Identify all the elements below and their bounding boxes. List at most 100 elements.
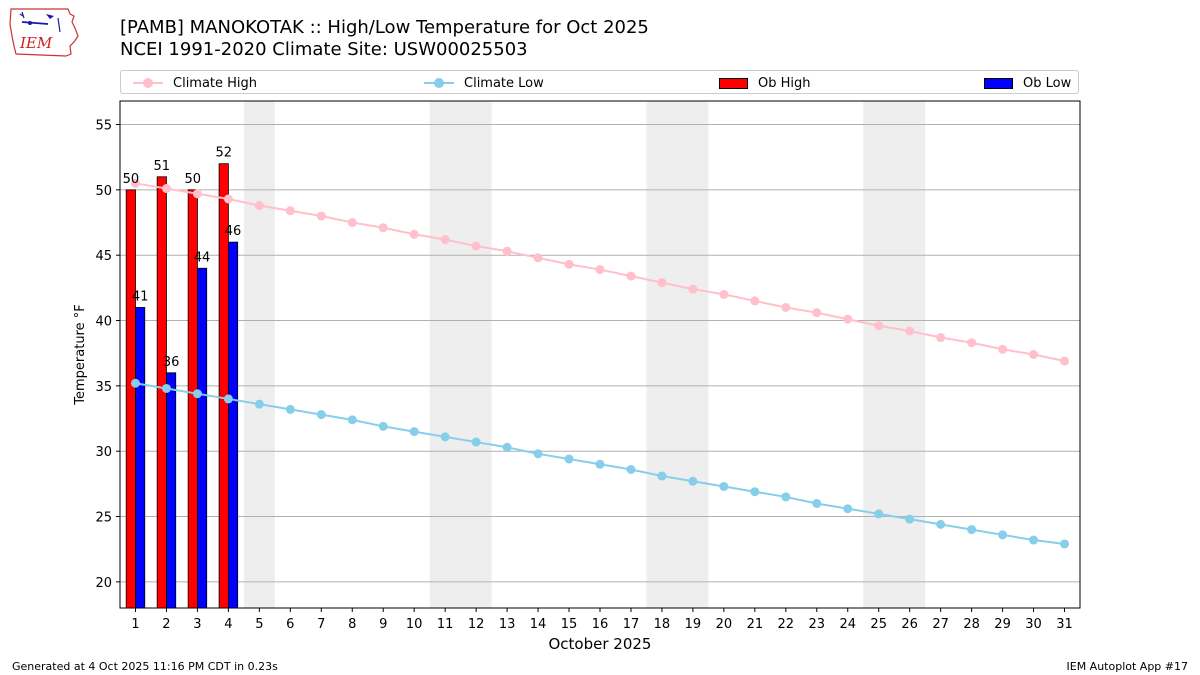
climate-low-point-7: [316, 410, 326, 420]
legend-item-ob-low: Ob Low: [984, 74, 1071, 92]
climate-low-point-23: [812, 498, 822, 508]
climate-high-point-15: [564, 259, 574, 269]
y-tick-label-20: 20: [95, 576, 112, 591]
y-tick-label-35: 35: [95, 380, 112, 395]
climate-high-point-5: [254, 201, 264, 211]
climate-high-point-22: [781, 302, 791, 312]
chart-subtitle: NCEI 1991-2020 Climate Site: USW00025503: [120, 39, 528, 60]
weekend-band-1: [243, 101, 275, 608]
x-tick-label-9: 9: [379, 617, 387, 632]
climate-low-point-14: [533, 449, 543, 459]
x-axis: 1 2 3 4 5 6 7 8 9 10 11 12 13 14 15 16 17 18 19 20 21 22 23 24 2…: [131, 608, 1073, 632]
ob-high-bar-label-1: 50: [123, 172, 140, 187]
climate-low-point-26: [905, 514, 915, 524]
x-tick-label-29: 29: [994, 617, 1011, 632]
legend: Climate High Climate Low Ob High Ob Low: [120, 70, 1079, 94]
x-tick-label-20: 20: [716, 617, 733, 632]
climate-high-point-29: [998, 344, 1008, 354]
climate-high-point-20: [719, 289, 729, 299]
x-tick-label-13: 13: [499, 617, 516, 632]
ob-low-bar-label-1: 41: [132, 289, 149, 304]
climate-low-point-12: [471, 437, 481, 447]
climate-low-point-13: [502, 442, 512, 452]
climate-low-point-2: [161, 383, 171, 393]
x-tick-label-12: 12: [468, 617, 485, 632]
climate-high-point-13: [502, 246, 512, 256]
x-tick-label-22: 22: [778, 617, 795, 632]
y-axis-label: Temperature °F: [73, 304, 88, 405]
climate-low-point-1: [130, 378, 140, 388]
climate-low-point-15: [564, 454, 574, 464]
x-tick-label-4: 4: [224, 617, 232, 632]
climate-low-point-22: [781, 492, 791, 502]
ob-low-bar-label-2: 36: [163, 355, 180, 370]
climate-low-point-30: [1029, 535, 1039, 545]
x-tick-label-31: 31: [1056, 617, 1073, 632]
climate-low-point-24: [843, 504, 853, 514]
x-tick-label-5: 5: [255, 617, 263, 632]
climate-high-point-25: [874, 321, 884, 331]
x-tick-label-11: 11: [437, 617, 454, 632]
climate-low-point-8: [347, 415, 357, 425]
climate-high-point-3: [192, 189, 202, 199]
climate-low-point-16: [595, 459, 605, 469]
ob-low-bar-3: [197, 267, 208, 609]
climate-low-point-5: [254, 399, 264, 409]
iem-logo: IEM: [9, 8, 79, 57]
ob-low-bar-4: [227, 241, 239, 609]
legend-label-ob-low: Ob Low: [1023, 75, 1072, 91]
ob-high-bar-label-4: 52: [215, 146, 232, 161]
climate-high-point-14: [533, 253, 543, 263]
climate-high-point-11: [440, 235, 450, 245]
climate-high-point-23: [812, 308, 822, 318]
x-tick-label-2: 2: [162, 617, 170, 632]
weekend-band-4: [863, 101, 926, 608]
ob-low-bar-label-3: 44: [194, 250, 211, 265]
x-tick-label-6: 6: [286, 617, 294, 632]
climate-high-point-1: [130, 178, 140, 188]
legend-label-ob-high: Ob High: [758, 75, 811, 91]
climate-low-point-25: [874, 509, 884, 519]
x-tick-label-18: 18: [654, 617, 671, 632]
climate-high-point-10: [409, 229, 419, 239]
weekend-bands: [243, 101, 926, 608]
climate-high-point-30: [1029, 350, 1039, 359]
legend-label-climate-high: Climate High: [173, 75, 258, 91]
y-tick-label-55: 55: [95, 119, 112, 134]
app-id-label: IEM Autoplot App #17: [1066, 660, 1189, 673]
ob-high-bar-1: [125, 189, 136, 609]
climate-high-point-7: [316, 211, 326, 221]
chart-title: [PAMB] MANOKOTAK :: High/Low Temperature…: [120, 17, 649, 38]
climate-high-point-6: [285, 206, 295, 216]
x-tick-label-25: 25: [870, 617, 887, 632]
bar-value-labels: 50 51 50 52 41 36 44 46: [123, 146, 242, 370]
x-tick-label-3: 3: [193, 617, 201, 632]
y-tick-label-40: 40: [95, 315, 112, 330]
climate-low-point-9: [378, 421, 388, 431]
x-tick-label-26: 26: [901, 617, 918, 632]
x-tick-label-7: 7: [317, 617, 325, 632]
climate-low-point-3: [192, 389, 202, 399]
climate-high-point-17: [626, 271, 636, 281]
climate-high-point-18: [657, 278, 667, 288]
x-tick-label-21: 21: [747, 617, 764, 632]
climate-high-point-12: [471, 241, 481, 251]
legend-label-climate-low: Climate Low: [464, 75, 544, 91]
x-tick-label-24: 24: [839, 617, 856, 632]
climate-low-point-4: [223, 394, 233, 404]
y-axis: 20 25 30 35 40 45 50 55: [95, 119, 120, 591]
climate-low-point-17: [626, 464, 636, 474]
climate-high-point-19: [688, 284, 698, 294]
x-tick-label-23: 23: [809, 617, 826, 632]
generated-timestamp: Generated at 4 Oct 2025 11:16 PM CDT in …: [12, 660, 278, 673]
ob-low-bar-1: [135, 307, 146, 609]
y-tick-label-50: 50: [95, 184, 112, 199]
climate-low-swatch: [424, 74, 454, 92]
legend-item-climate-high: Climate High: [133, 74, 257, 92]
climate-low-point-19: [688, 476, 698, 486]
x-axis-label: October 2025: [549, 635, 652, 653]
y-tick-label-25: 25: [95, 511, 112, 526]
climate-low-point-31: [1060, 539, 1070, 549]
logo-text: IEM: [19, 34, 53, 52]
